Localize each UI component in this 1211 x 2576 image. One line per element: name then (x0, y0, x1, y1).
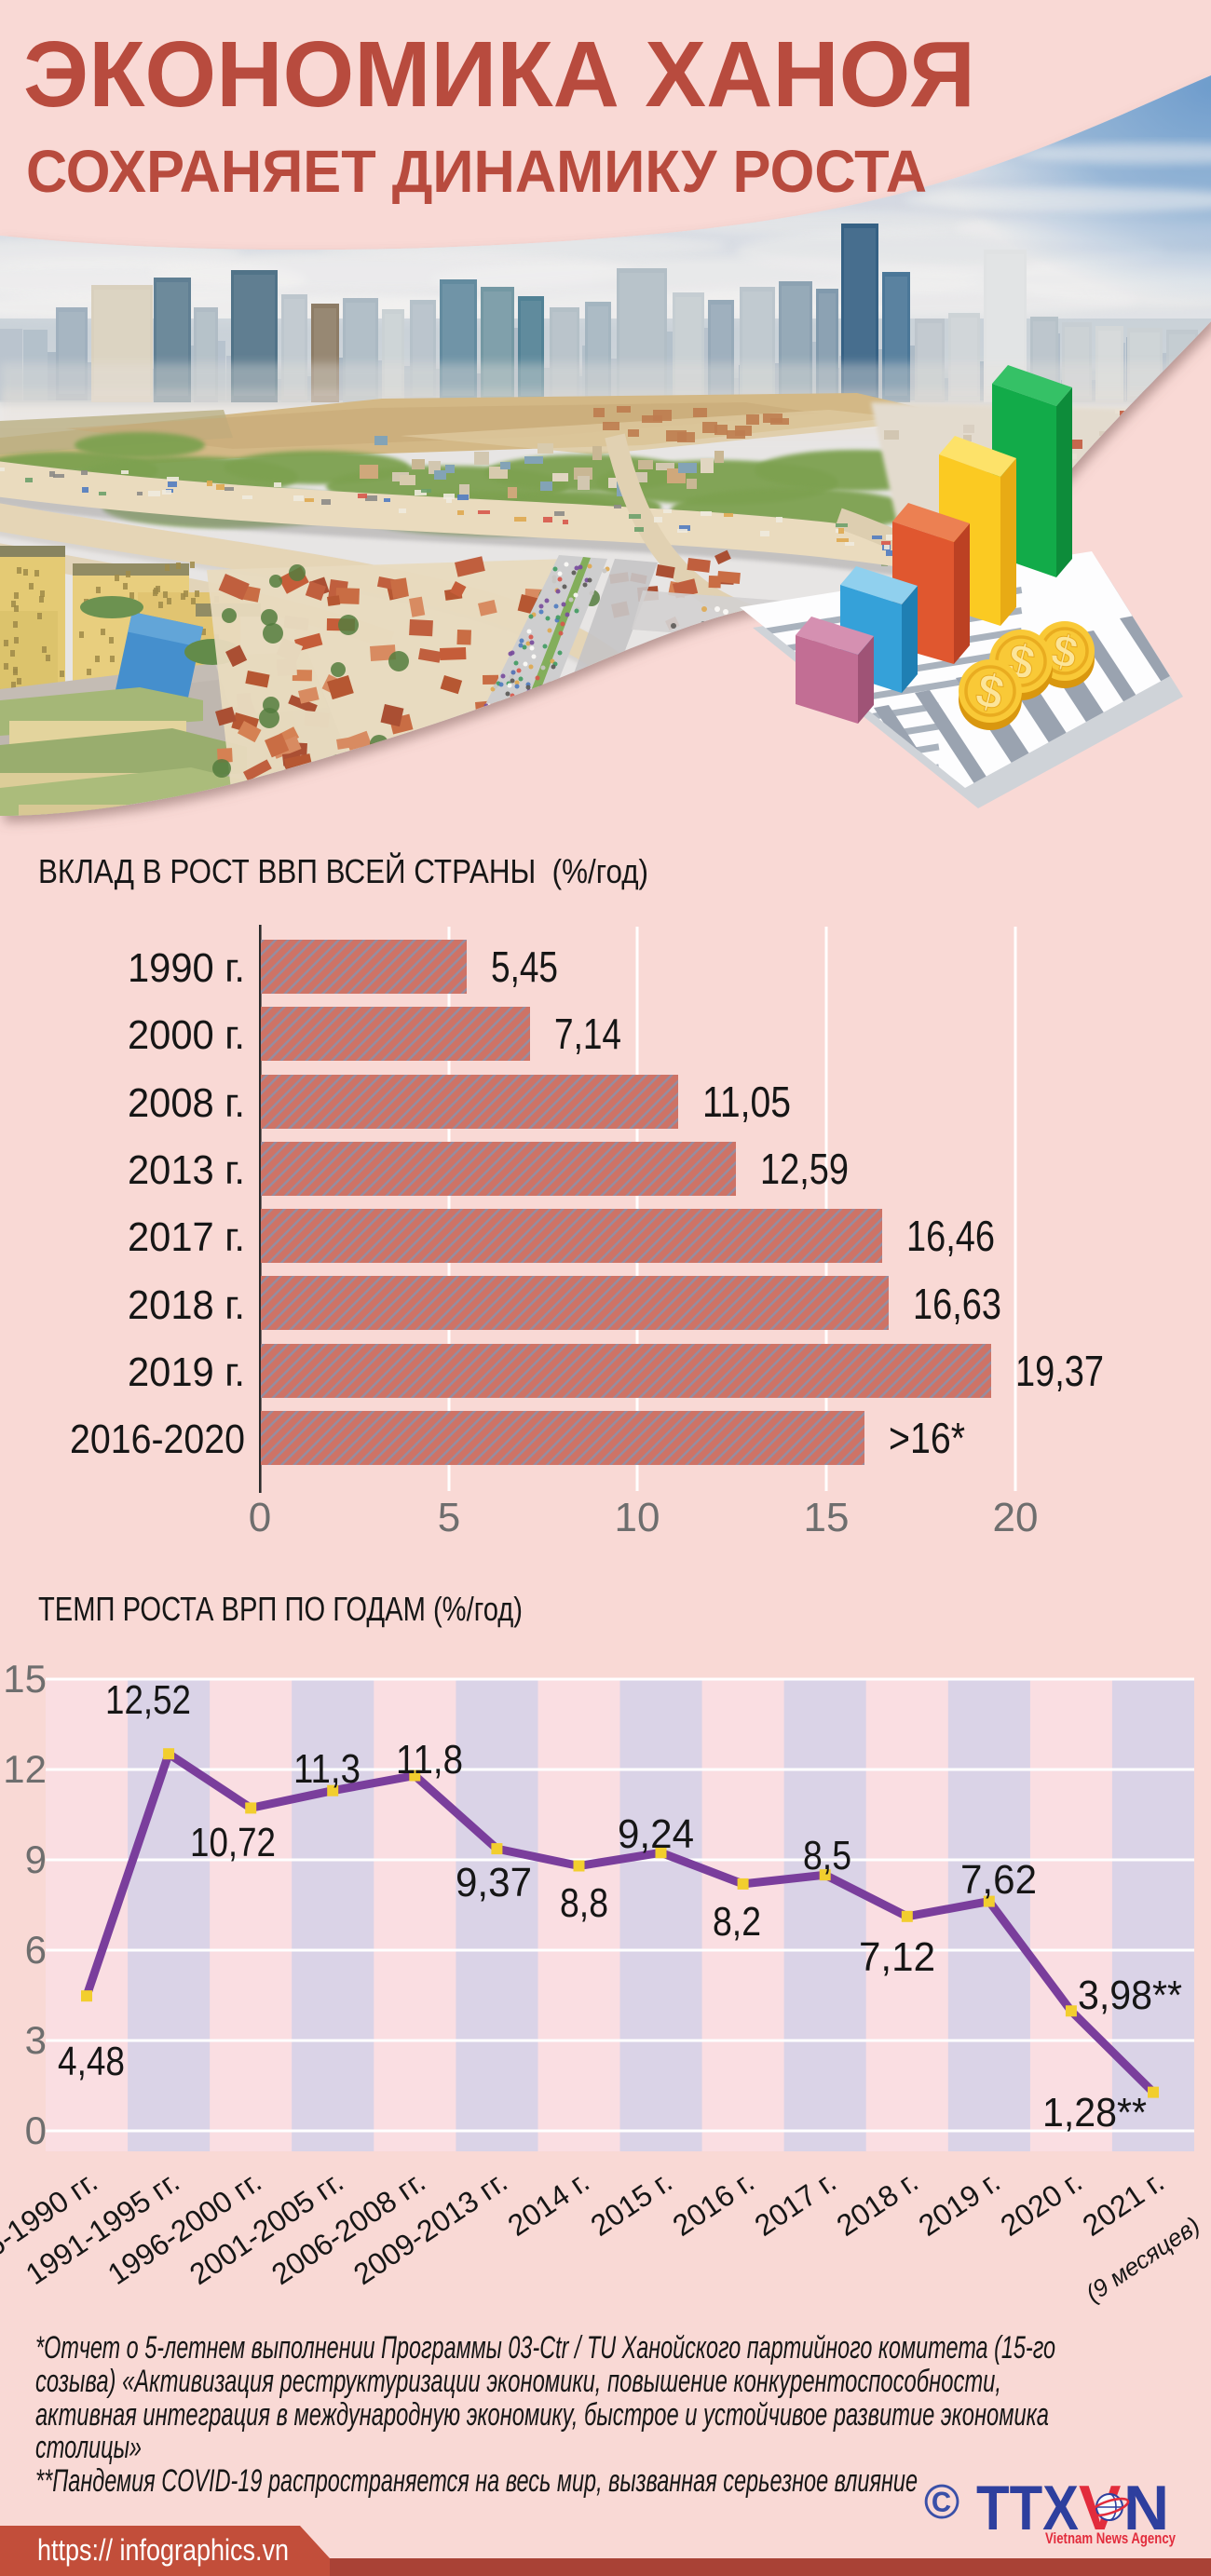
svg-text:20: 20 (993, 1495, 1039, 1540)
svg-text:10,72: 10,72 (190, 1820, 276, 1865)
svg-text:2019 г.: 2019 г. (913, 2164, 1006, 2243)
svg-text:2016-2020: 2016-2020 (70, 1417, 245, 1462)
svg-text:5,45: 5,45 (491, 942, 558, 991)
svg-text:2015 г.: 2015 г. (585, 2164, 678, 2243)
svg-text:8,5: 8,5 (803, 1833, 851, 1878)
svg-text:7,14: 7,14 (554, 1010, 621, 1058)
svg-text:11,05: 11,05 (702, 1078, 791, 1126)
svg-text:9,24: 9,24 (618, 1811, 694, 1857)
svg-text:столицы»: столицы» (35, 2430, 142, 2465)
svg-text:2021 г.: 2021 г. (1077, 2164, 1170, 2243)
svg-text:3,98**: 3,98** (1078, 1973, 1182, 2018)
svg-text:созыва) «Активизация реструкту: созыва) «Активизация реструктуризации эк… (35, 2364, 1001, 2399)
svg-text:активная интеграция в междунар: активная интеграция в международную экон… (35, 2397, 1049, 2433)
svg-text:0: 0 (249, 1495, 271, 1540)
svg-text:ЭКОНОМИКА ХАНОЯ: ЭКОНОМИКА ХАНОЯ (23, 22, 975, 127)
svg-text:ВКЛАД В РОСТ ВВП ВСЕЙ СТРАНЫ: ВКЛАД В РОСТ ВВП ВСЕЙ СТРАНЫ (%/год) (38, 851, 648, 890)
svg-text:3: 3 (25, 2018, 47, 2062)
svg-text:16,46: 16,46 (906, 1212, 995, 1260)
svg-text:2013 г.: 2013 г. (128, 1147, 245, 1193)
svg-text:10: 10 (615, 1495, 660, 1540)
svg-text:4,48: 4,48 (58, 2039, 125, 2084)
svg-text:12: 12 (3, 1747, 47, 1791)
svg-text:9,37: 9,37 (456, 1860, 532, 1905)
svg-text:6: 6 (25, 1928, 47, 1972)
svg-text:N: N (1123, 2473, 1169, 2543)
svg-text:2018 г.: 2018 г. (831, 2164, 924, 2243)
svg-text:16,63: 16,63 (913, 1280, 1001, 1328)
svg-text:2014 г.: 2014 г. (502, 2164, 595, 2243)
svg-text:8,2: 8,2 (713, 1899, 761, 1945)
svg-text:2000 г.: 2000 г. (128, 1012, 245, 1058)
svg-text:*Отчет о 5-летнем выполнении П: *Отчет о 5-летнем выполнении Программы 0… (35, 2330, 1055, 2366)
svg-text:2019 г.: 2019 г. (128, 1349, 245, 1395)
svg-text:5: 5 (438, 1495, 460, 1540)
svg-text:12,59: 12,59 (760, 1145, 849, 1193)
svg-text:2017 г.: 2017 г. (128, 1214, 245, 1260)
svg-text:>16*: >16* (889, 1414, 965, 1462)
svg-text:2008 г.: 2008 г. (128, 1080, 245, 1126)
svg-text:11,8: 11,8 (396, 1737, 463, 1783)
svg-text:15: 15 (3, 1657, 47, 1701)
svg-text:ТЕМП РОСТА ВРП ПО ГОДАМ (%/год: ТЕМП РОСТА ВРП ПО ГОДАМ (%/год) (38, 1590, 523, 1628)
svg-text:https:// infographics.vn: https:// infographics.vn (37, 2533, 289, 2567)
svg-text:1,28**: 1,28** (1042, 2090, 1147, 2135)
svg-text:8,8: 8,8 (560, 1880, 608, 1926)
svg-text:7,62: 7,62 (960, 1857, 1037, 1903)
svg-text:2017 г.: 2017 г. (749, 2164, 842, 2243)
svg-text:0: 0 (25, 2108, 47, 2152)
svg-text:12,52: 12,52 (105, 1677, 191, 1723)
svg-text:1990 г.: 1990 г. (128, 945, 245, 991)
svg-text:7,12: 7,12 (859, 1934, 935, 1980)
svg-text:**Пандемия COVID-19 распростра: **Пандемия COVID-19 распространяется на … (35, 2463, 918, 2499)
svg-text:15: 15 (804, 1495, 850, 1540)
svg-text:2016 г.: 2016 г. (667, 2164, 760, 2243)
svg-text:СОХРАНЯЕТ ДИНАМИКУ РОСТА: СОХРАНЯЕТ ДИНАМИКУ РОСТА (26, 138, 927, 205)
svg-text:2020 г.: 2020 г. (995, 2164, 1088, 2243)
svg-text:Vietnam News Agency: Vietnam News Agency (1045, 2529, 1176, 2547)
svg-text:©: © (924, 2475, 959, 2529)
svg-text:19,37: 19,37 (1015, 1347, 1104, 1395)
svg-text:TTX: TTX (976, 2473, 1079, 2543)
svg-text:11,3: 11,3 (293, 1746, 361, 1792)
svg-text:9: 9 (25, 1837, 47, 1881)
svg-text:2018 г.: 2018 г. (128, 1282, 245, 1328)
